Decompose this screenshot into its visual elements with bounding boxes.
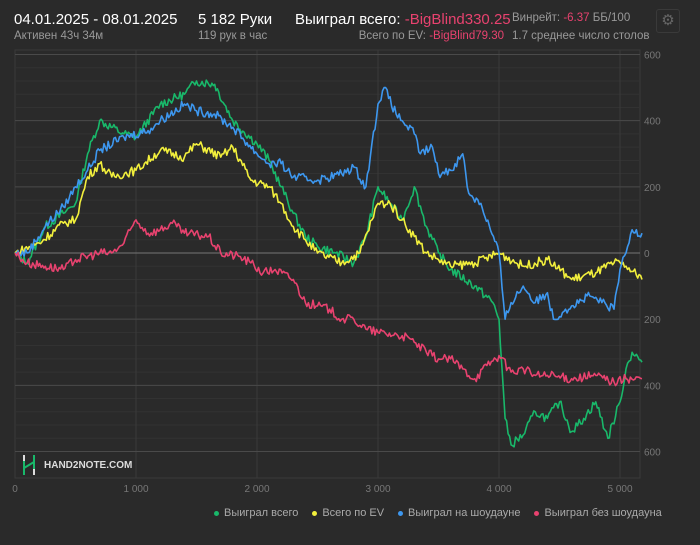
hand2note-logo: HAND2NOTE.COM <box>22 455 132 475</box>
legend-label: Выиграл без шоудауна <box>544 507 662 519</box>
series-line-2 <box>14 86 643 321</box>
hands-count: 5 182 Руки <box>198 11 273 28</box>
series-line-0 <box>14 79 643 448</box>
winrate-label: Винрейт: <box>512 12 561 24</box>
legend-item-total[interactable]: Выиграл всего <box>214 507 298 519</box>
x-tick-label: 2 000 <box>244 484 269 495</box>
x-tick-label: 5 000 <box>607 484 632 495</box>
settings-gear-icon[interactable]: ⚙ <box>656 9 680 33</box>
legend-label: Всего по EV <box>322 507 385 519</box>
legend-dot-icon <box>534 510 540 516</box>
won-value: -BigBlind330.25 <box>404 11 511 28</box>
series-line-3 <box>14 219 643 387</box>
y-tick-label: 400 <box>644 381 661 392</box>
plot-area <box>14 49 641 479</box>
logo-icon <box>23 455 35 475</box>
y-tick-label: 200 <box>644 315 661 326</box>
ev-total: Всего по EV: -BigBlind79.30 <box>359 30 504 42</box>
x-tick-label: 0 <box>12 484 18 495</box>
x-tick-label: 4 000 <box>486 484 511 495</box>
won-total: Выиграл всего: -BigBlind330.25 <box>295 11 511 28</box>
x-tick-label: 1 000 <box>123 484 148 495</box>
legend-item-showdown[interactable]: Выиграл на шоудауне <box>398 507 520 519</box>
chart-legend: Выиграл всего Всего по EV Выиграл на шоу… <box>214 507 662 519</box>
winrate: Винрейт: -6.37 ББ/100 <box>512 12 630 24</box>
series-line-1 <box>14 141 643 282</box>
date-range: 04.01.2025 - 08.01.2025 <box>14 11 178 28</box>
legend-label: Выиграл всего <box>224 507 299 519</box>
legend-item-ev[interactable]: Всего по EV <box>312 507 384 519</box>
logo-text: HAND2NOTE.COM <box>44 459 133 471</box>
legend-label: Выиграл на шоудауне <box>408 507 521 519</box>
ev-label: Всего по EV: <box>358 30 426 42</box>
y-tick-label: 600 <box>644 51 661 62</box>
y-tick-label: 600 <box>644 448 661 459</box>
avg-tables: 1.7 среднее число столов <box>512 30 650 42</box>
y-tick-label: 0 <box>644 249 650 260</box>
legend-dot-icon <box>214 510 219 516</box>
y-tick-label: 400 <box>644 117 661 128</box>
legend-dot-icon <box>398 510 404 516</box>
ev-value: -BigBlind79.30 <box>429 30 504 42</box>
legend-item-non-showdown[interactable]: Выиграл без шоудауна <box>534 507 662 519</box>
x-tick-label: 3 000 <box>365 484 390 495</box>
legend-dot-icon <box>312 510 318 516</box>
y-tick-label: 200 <box>644 183 661 194</box>
won-label: Выиграл всего: <box>295 11 401 28</box>
winrate-value: -6.37 <box>563 12 590 24</box>
hands-per-hour: 119 рук в час <box>198 30 268 42</box>
winrate-unit: ББ/100 <box>592 12 631 24</box>
active-time: Активен 43ч 34м <box>14 30 104 42</box>
